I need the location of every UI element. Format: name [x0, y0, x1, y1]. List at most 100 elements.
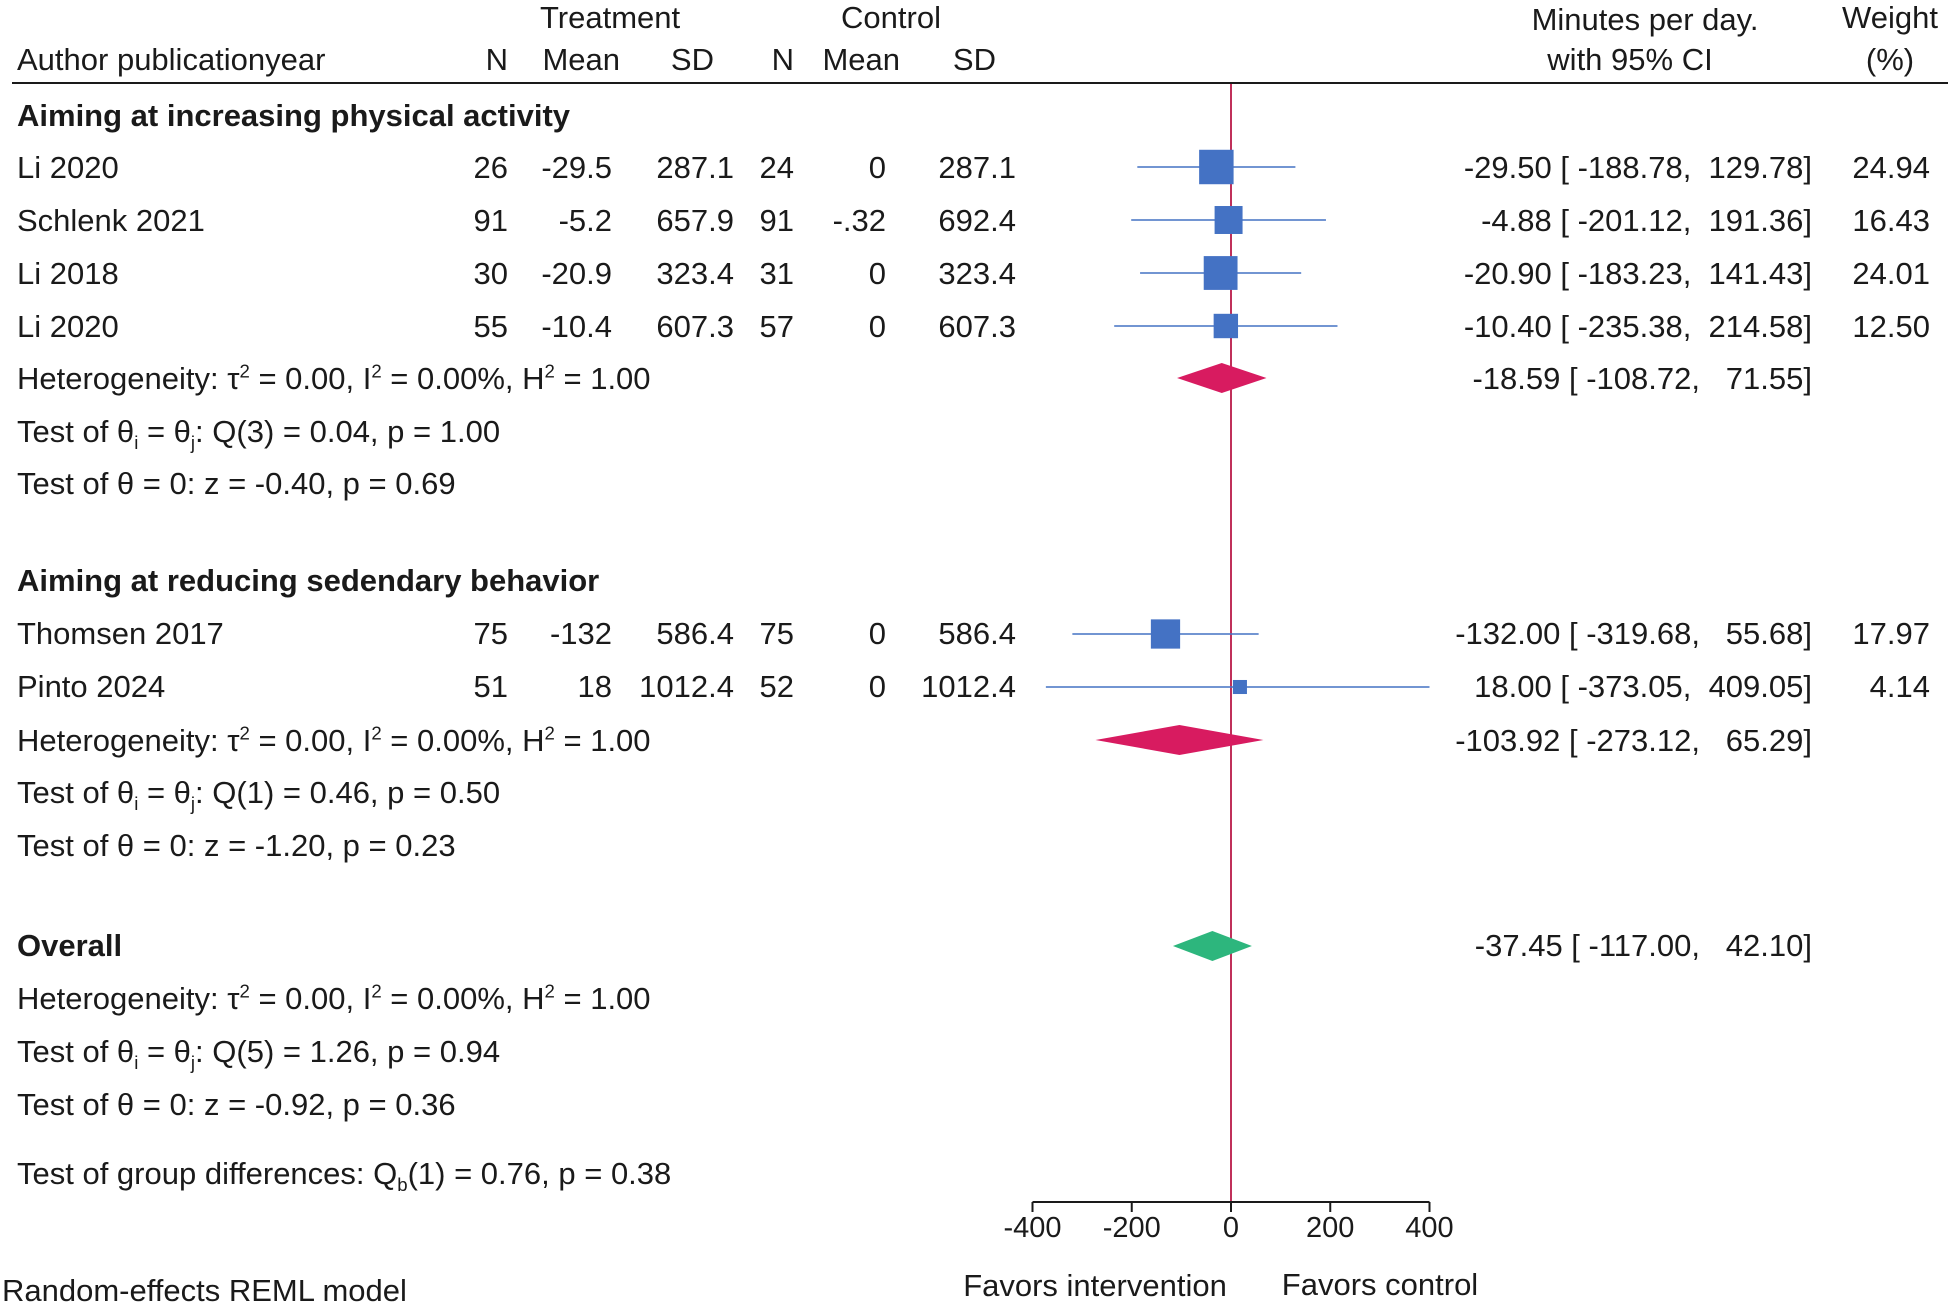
study-weight: 24.94 — [1852, 150, 1930, 185]
study-ci-text: -29.50 [ -188.78, 129.78] — [1463, 150, 1812, 185]
study-control-n: 24 — [759, 150, 794, 185]
model-note: Random-effects REML model — [2, 1273, 407, 1303]
study-weight: 17.97 — [1852, 616, 1930, 651]
study-effect-marker — [1214, 206, 1243, 234]
subgroup-summary-diamond — [1095, 725, 1264, 755]
study-treatment-sd: 1012.4 — [639, 669, 734, 704]
axis-label-favors-control: Favors control — [1281, 1267, 1479, 1302]
study-ci-text: -132.00 [ -319.68, 55.68] — [1455, 616, 1812, 651]
study-treatment-n: 75 — [473, 616, 508, 651]
header-weight-line1: Weight — [1842, 0, 1938, 35]
header-author: Author publicationyear — [17, 42, 326, 77]
study-effect-marker — [1213, 313, 1239, 339]
study-control-mean: 0 — [868, 256, 886, 291]
header-control-mean: Mean — [822, 42, 900, 77]
group-difference-test: Test of group differences: Qb(1) = 0.76,… — [17, 1156, 672, 1196]
study-control-sd: 586.4 — [938, 616, 1016, 651]
header-treatment-sd: SD — [670, 42, 714, 77]
group-test-zero: Test of θ = 0: z = -0.40, p = 0.69 — [17, 466, 456, 501]
x-tick-label: 200 — [1306, 1212, 1354, 1244]
study-author: Schlenk 2021 — [17, 203, 205, 238]
study-treatment-mean: -10.4 — [541, 309, 612, 344]
study-control-n: 52 — [759, 669, 794, 704]
study-treatment-mean: 18 — [577, 669, 612, 704]
study-control-mean: -.32 — [832, 203, 886, 238]
study-weight: 12.50 — [1852, 309, 1930, 344]
group-heterogeneity: Heterogeneity: τ2 = 0.00, I2 = 0.00%, H2… — [17, 722, 651, 758]
study-control-n: 91 — [759, 203, 794, 238]
header-weight-line2: (%) — [1865, 42, 1915, 77]
header-control-n: N — [771, 42, 794, 77]
study-control-mean: 0 — [868, 309, 886, 344]
study-control-mean: 0 — [868, 150, 886, 185]
group-test-equal: Test of θi = θj: Q(1) = 0.46, p = 0.50 — [17, 775, 501, 815]
study-control-mean: 0 — [868, 669, 886, 704]
x-tick-label: 0 — [1223, 1212, 1239, 1244]
study-control-sd: 287.1 — [938, 150, 1016, 185]
group-test-zero: Test of θ = 0: z = -1.20, p = 0.23 — [17, 828, 456, 863]
header-treatment-mean: Mean — [542, 42, 620, 77]
study-control-sd: 607.3 — [938, 309, 1016, 344]
group-summary-ci-text: -103.92 [ -273.12, 65.29] — [1455, 723, 1812, 758]
study-ci-text: -4.88 [ -201.12, 191.36] — [1481, 203, 1812, 238]
study-control-sd: 323.4 — [938, 256, 1016, 291]
header-rule — [12, 82, 1948, 84]
study-treatment-n: 26 — [473, 150, 508, 185]
overall-ci-text: -37.45 [ -117.00, 42.10] — [1474, 928, 1812, 963]
study-treatment-mean: -20.9 — [541, 256, 612, 291]
study-treatment-mean: -5.2 — [558, 203, 612, 238]
study-treatment-sd: 586.4 — [656, 616, 734, 651]
header-effect-line1: Minutes per day. — [1531, 2, 1759, 37]
x-tick-label: 400 — [1405, 1212, 1453, 1244]
study-author: Pinto 2024 — [17, 669, 166, 704]
study-weight: 16.43 — [1852, 203, 1930, 238]
study-ci-text: -10.40 [ -235.38, 214.58] — [1463, 309, 1812, 344]
study-control-mean: 0 — [868, 616, 886, 651]
study-control-n: 75 — [759, 616, 794, 651]
study-treatment-sd: 607.3 — [656, 309, 734, 344]
study-weight: 24.01 — [1852, 256, 1930, 291]
study-effect-marker — [1150, 619, 1181, 649]
study-treatment-sd: 287.1 — [656, 150, 734, 185]
study-weight: 4.14 — [1869, 669, 1930, 704]
study-control-n: 57 — [759, 309, 794, 344]
study-effect-marker — [1199, 149, 1234, 185]
x-tick-label: -400 — [1003, 1212, 1061, 1244]
header-treatment-n: N — [485, 42, 508, 77]
overall-label: Overall — [17, 928, 123, 963]
header-effect-line2: with 95% CI — [1547, 42, 1713, 77]
group-heterogeneity: Heterogeneity: τ2 = 0.00, I2 = 0.00%, H2… — [17, 360, 651, 396]
study-treatment-sd: 323.4 — [656, 256, 734, 291]
group-title-physical-activity: Aiming at increasing physical activity — [17, 98, 571, 133]
group-title-sedentary-behavior: Aiming at reducing sedendary behavior — [17, 563, 600, 598]
study-ci-text: 18.00 [ -373.05, 409.05] — [1474, 669, 1812, 704]
study-treatment-n: 51 — [473, 669, 508, 704]
x-tick-label: -200 — [1103, 1212, 1161, 1244]
study-author: Li 2018 — [17, 256, 119, 291]
overall-test-zero: Test of θ = 0: z = -0.92, p = 0.36 — [17, 1087, 456, 1122]
axis-label-favors-intervention: Favors intervention — [963, 1268, 1227, 1303]
study-treatment-n: 55 — [473, 309, 508, 344]
study-treatment-mean: -29.5 — [541, 150, 612, 185]
study-treatment-mean: -132 — [549, 616, 612, 651]
study-treatment-sd: 657.9 — [656, 203, 734, 238]
overall-summary-diamond — [1172, 931, 1252, 961]
study-treatment-n: 91 — [473, 203, 508, 238]
study-author: Thomsen 2017 — [17, 616, 224, 651]
study-effect-marker — [1232, 679, 1247, 695]
group-summary-ci-text: -18.59 [ -108.72, 71.55] — [1472, 361, 1812, 396]
header-treatment: Treatment — [540, 0, 681, 35]
overall-heterogeneity: Heterogeneity: τ2 = 0.00, I2 = 0.00%, H2… — [17, 980, 651, 1016]
subgroup-summary-diamond — [1177, 363, 1267, 393]
header-control-sd: SD — [952, 42, 996, 77]
study-control-sd: 692.4 — [938, 203, 1016, 238]
study-control-n: 31 — [759, 256, 794, 291]
study-author: Li 2020 — [17, 150, 119, 185]
overall-test-equal: Test of θi = θj: Q(5) = 1.26, p = 0.94 — [17, 1034, 501, 1074]
study-effect-marker — [1203, 256, 1238, 290]
study-treatment-n: 30 — [473, 256, 508, 291]
study-ci-text: -20.90 [ -183.23, 141.43] — [1463, 256, 1812, 291]
header-control: Control — [841, 0, 941, 35]
